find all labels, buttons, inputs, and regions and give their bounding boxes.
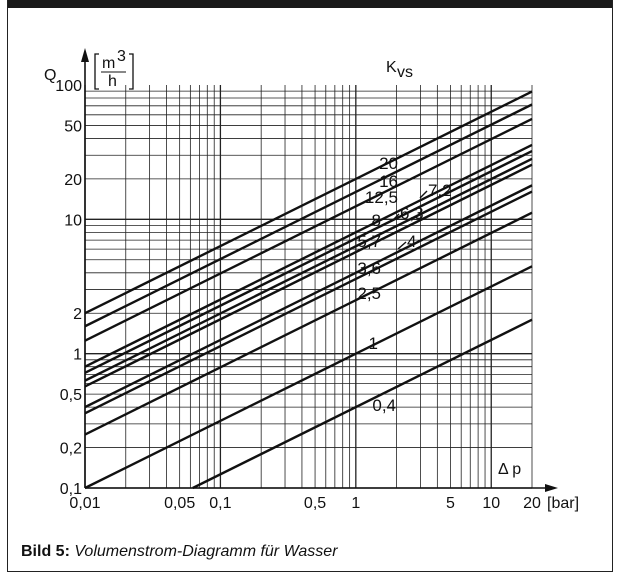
y-tick-label: 10 xyxy=(64,212,82,229)
kvs-line xyxy=(192,318,533,490)
kvs-line xyxy=(84,157,533,382)
y-unit-numerator: m xyxy=(102,55,115,72)
x-tick-label: 5 xyxy=(446,495,455,512)
y-unit-superscript: 3 xyxy=(117,48,126,65)
y-tick-label: 2 xyxy=(73,306,82,323)
y-tick-label: 100 xyxy=(55,78,82,95)
y-tick-label: 0,5 xyxy=(60,387,82,404)
kvs-line-label: 3,6 xyxy=(357,259,381,278)
label-leader xyxy=(397,241,407,250)
label-leader xyxy=(391,213,400,222)
y-axis-arrow xyxy=(81,48,89,62)
kvs-line xyxy=(84,211,533,436)
x-axis-label: Δ p xyxy=(498,461,521,478)
y-unit-denominator: h xyxy=(108,73,117,90)
figure-caption: Bild 5: Volumenstrom-Diagramm für Wasser xyxy=(21,543,338,561)
caption-text: Volumenstrom-Diagramm für Wasser xyxy=(74,543,338,560)
figure-frame xyxy=(7,0,613,572)
header-strip xyxy=(7,0,613,8)
y-tick-label: 20 xyxy=(64,172,82,189)
kvs-line-label: 8 xyxy=(372,211,381,230)
kvs-line xyxy=(84,143,533,368)
grid xyxy=(84,85,533,489)
x-axis-arrow xyxy=(545,484,558,492)
x-tick-label: 0,05 xyxy=(164,495,195,512)
kvs-line-label: 0,4 xyxy=(372,396,396,415)
y-tick-label: 0,2 xyxy=(60,441,82,458)
tick-labels: 0,01 0,05 0,1 0,5 1 5 10 20 0,1 0,2 0,5 1 2 10 20 50 100 xyxy=(55,78,541,512)
kvs-line-label: 2,5 xyxy=(357,284,381,303)
kvs-line xyxy=(84,103,533,328)
y-axis-label: Q xyxy=(44,67,56,84)
kvs-line-label: 7,2 xyxy=(428,181,452,200)
series-lines xyxy=(84,90,533,490)
label-leader xyxy=(419,190,428,199)
y-tick-label: 0,1 xyxy=(60,481,82,498)
axes xyxy=(81,48,558,492)
kvs-line xyxy=(84,117,533,342)
caption-label: Bild 5: xyxy=(21,543,70,560)
kvs-line-label: 12,5 xyxy=(365,188,398,207)
kvs-label: K vs xyxy=(386,59,413,81)
x-tick-label: 0,1 xyxy=(209,495,231,512)
kvs-line-label: 16 xyxy=(379,172,398,191)
y-axis-unit: m 3 h xyxy=(94,48,134,90)
svg-text:K: K xyxy=(386,59,397,76)
x-tick-label: 20 xyxy=(523,495,541,512)
kvs-line-label: 1 xyxy=(369,334,378,353)
x-tick-label: 1 xyxy=(351,495,360,512)
kvs-line xyxy=(84,90,533,315)
x-tick-label: 0,5 xyxy=(304,495,326,512)
kvs-line xyxy=(84,265,533,490)
x-axis-unit: [bar] xyxy=(547,495,579,512)
kvs-line xyxy=(84,150,533,374)
kvs-line xyxy=(84,184,533,409)
kvs-line-label: 6,3 xyxy=(400,204,424,223)
y-tick-label: 1 xyxy=(73,347,82,364)
kvs-line-label: 20 xyxy=(379,154,398,173)
kvs-line xyxy=(84,190,533,415)
x-tick-label: 10 xyxy=(482,495,500,512)
svg-text:vs: vs xyxy=(397,64,413,81)
x-tick-label: 0,01 xyxy=(69,495,100,512)
kvs-line xyxy=(84,163,533,388)
kvs-line-label: 4 xyxy=(407,232,416,251)
kvs-line-label: 5,7 xyxy=(357,232,381,251)
y-tick-label: 50 xyxy=(64,118,82,135)
